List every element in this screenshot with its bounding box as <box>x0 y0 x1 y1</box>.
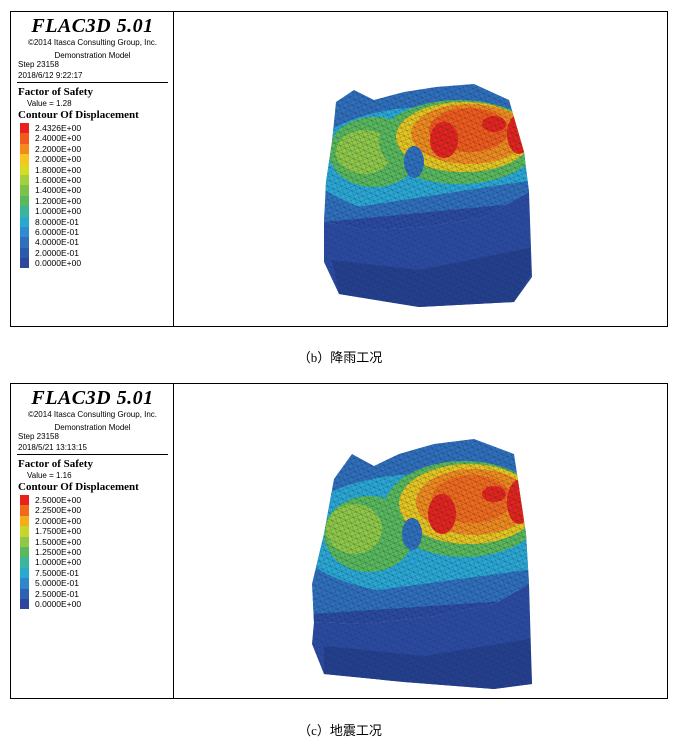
legend-swatch <box>20 237 29 248</box>
model-viewport <box>174 384 667 698</box>
legend-swatch <box>20 216 29 227</box>
factor-of-safety-value: Value = 1.28 <box>27 99 72 108</box>
figure-panel-c: FLAC3D 5.01 ©2014 Itasca Consulting Grou… <box>10 383 668 699</box>
legend-value: 1.2500E+00 <box>35 546 82 557</box>
legend-swatch <box>20 515 29 527</box>
legend-swatch <box>20 536 29 547</box>
timestamp: 2018/5/21 13:13:15 <box>18 443 87 452</box>
legend-value: 1.2000E+00 <box>35 195 82 206</box>
legend-value: 2.0000E-01 <box>35 247 79 258</box>
mesh-overlay <box>324 84 529 230</box>
factor-of-safety-label: Factor of Safety <box>18 458 93 470</box>
software-title: FLAC3D 5.01 <box>31 15 154 37</box>
legend-swatch <box>20 206 29 217</box>
copyright-text: ©2014 Itasca Consulting Group, Inc. <box>27 410 158 419</box>
figure-caption-b: （b）降雨工况 <box>297 350 383 365</box>
model-name: Demonstration Model <box>54 423 131 432</box>
legend-value: 0.0000E+00 <box>35 598 82 609</box>
legend-swatch <box>20 258 29 269</box>
legend-swatch <box>20 567 29 579</box>
legend-swatch <box>20 164 29 175</box>
step-count: Step 23158 <box>18 60 59 69</box>
displacement-contour-plot <box>324 84 532 307</box>
divider <box>17 82 168 83</box>
model-name: Demonstration Model <box>54 51 131 60</box>
legend-value: 1.0000E+00 <box>35 557 82 568</box>
legend-sidebar: FLAC3D 5.01 ©2014 Itasca Consulting Grou… <box>11 384 174 698</box>
legend-swatch <box>20 154 29 165</box>
legend-sidebar: FLAC3D 5.01 ©2014 Itasca Consulting Grou… <box>11 12 174 326</box>
legend-value: 1.0000E+00 <box>35 206 82 217</box>
legend-swatch <box>20 226 29 238</box>
legend-value: 1.6000E+00 <box>35 174 82 185</box>
legend-value: 7.5000E-01 <box>35 567 79 578</box>
legend-swatch <box>20 546 29 558</box>
model-viewport <box>174 12 667 326</box>
legend-value: 0.0000E+00 <box>35 258 82 269</box>
legend-value: 2.2000E+00 <box>35 143 82 154</box>
mesh-overlay-side <box>312 584 532 689</box>
legend-swatch <box>20 247 29 259</box>
legend-swatch <box>20 185 29 196</box>
legend-swatch <box>20 495 29 506</box>
legend-value: 1.4000E+00 <box>35 185 82 196</box>
legend-swatch <box>20 505 29 516</box>
factor-of-safety-value: Value = 1.16 <box>27 471 72 480</box>
legend-swatch <box>20 578 29 589</box>
legend-value: 5.0000E-01 <box>35 578 79 589</box>
legend-swatch <box>20 598 29 610</box>
legend-value: 6.0000E-01 <box>35 226 79 237</box>
legend-swatch <box>20 588 29 599</box>
legend-swatch <box>20 143 29 155</box>
legend-value: 2.4000E+00 <box>35 133 82 144</box>
software-title: FLAC3D 5.01 <box>31 387 154 409</box>
factor-of-safety-label: Factor of Safety <box>18 86 93 98</box>
legend-value: 2.0000E+00 <box>35 154 82 165</box>
legend-value: 1.5000E+00 <box>35 536 82 547</box>
legend-swatch <box>20 526 29 537</box>
legend-value: 2.5000E+00 <box>35 495 82 505</box>
mesh-overlay <box>312 439 529 624</box>
mesh-overlay-side <box>324 192 532 307</box>
legend-swatch <box>20 133 29 144</box>
legend-swatch <box>20 557 29 568</box>
contour-label: Contour Of Displacement <box>18 109 139 121</box>
legend-value: 2.0000E+00 <box>35 515 82 526</box>
legend-value: 2.5000E-01 <box>35 588 79 599</box>
step-count: Step 23158 <box>18 432 59 441</box>
displacement-contour-plot <box>312 439 532 689</box>
legend-swatch <box>20 195 29 207</box>
legend-swatch <box>20 123 29 134</box>
legend-swatch <box>20 174 29 186</box>
legend-value: 2.4326E+00 <box>35 123 82 133</box>
legend-value: 1.8000E+00 <box>35 164 82 175</box>
figure-caption-c: （c）地震工况 <box>298 723 382 738</box>
legend-value: 1.7500E+00 <box>35 526 82 537</box>
copyright-text: ©2014 Itasca Consulting Group, Inc. <box>27 38 158 47</box>
legend-value: 2.2500E+00 <box>35 505 82 516</box>
legend-value: 8.0000E-01 <box>35 216 79 227</box>
timestamp: 2018/6/12 9:22:17 <box>18 71 83 80</box>
divider <box>17 454 168 455</box>
legend-value: 4.0000E-01 <box>35 237 79 248</box>
figure-panel-b: FLAC3D 5.01 ©2014 Itasca Consulting Grou… <box>10 11 668 327</box>
contour-label: Contour Of Displacement <box>18 481 139 493</box>
